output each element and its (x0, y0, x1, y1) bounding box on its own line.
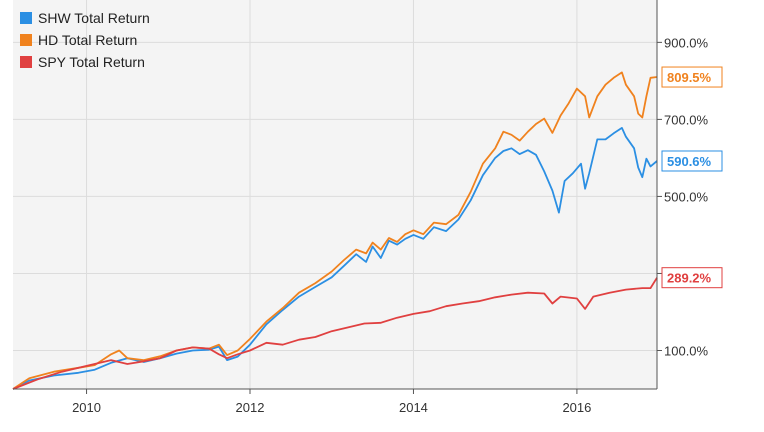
legend-label: SHW Total Return (38, 10, 150, 26)
end-value-label: 809.5% (667, 70, 712, 85)
x-tick-label: 2010 (72, 400, 101, 415)
y-tick-label: 500.0% (664, 189, 709, 204)
y-tick-label: 100.0% (664, 343, 709, 358)
legend-swatch (20, 56, 32, 68)
x-tick-label: 2016 (562, 400, 591, 415)
y-tick-labels: 100.0% 500.0% 700.0% 900.0% (657, 35, 709, 358)
end-label-box (661, 66, 723, 88)
legend-label: HD Total Return (38, 32, 137, 48)
y-tick-label: 700.0% (664, 112, 709, 127)
legend: SHW Total Return HD Total Return SPY Total… (20, 10, 150, 70)
end-value-label: 289.2% (667, 271, 712, 286)
legend-swatch (20, 34, 32, 46)
series-layer (12, 71, 658, 390)
series-line-3 (12, 277, 658, 390)
y-tick-label: 900.0% (664, 35, 709, 50)
legend-label: SPY Total Return (38, 54, 145, 70)
end-label-box (661, 150, 723, 172)
x-tick-label: 2014 (399, 400, 428, 415)
end-label-box (661, 267, 723, 289)
end-value-labels: 590.6% 809.5% 289.2% (661, 66, 723, 289)
plot-background (13, 0, 657, 389)
x-tick-label: 2012 (236, 400, 265, 415)
series-line-1 (12, 127, 658, 390)
end-value-label: 590.6% (667, 154, 712, 169)
legend-swatch (20, 12, 32, 24)
x-tick-labels: 2010 2012 2014 2016 (72, 389, 591, 415)
